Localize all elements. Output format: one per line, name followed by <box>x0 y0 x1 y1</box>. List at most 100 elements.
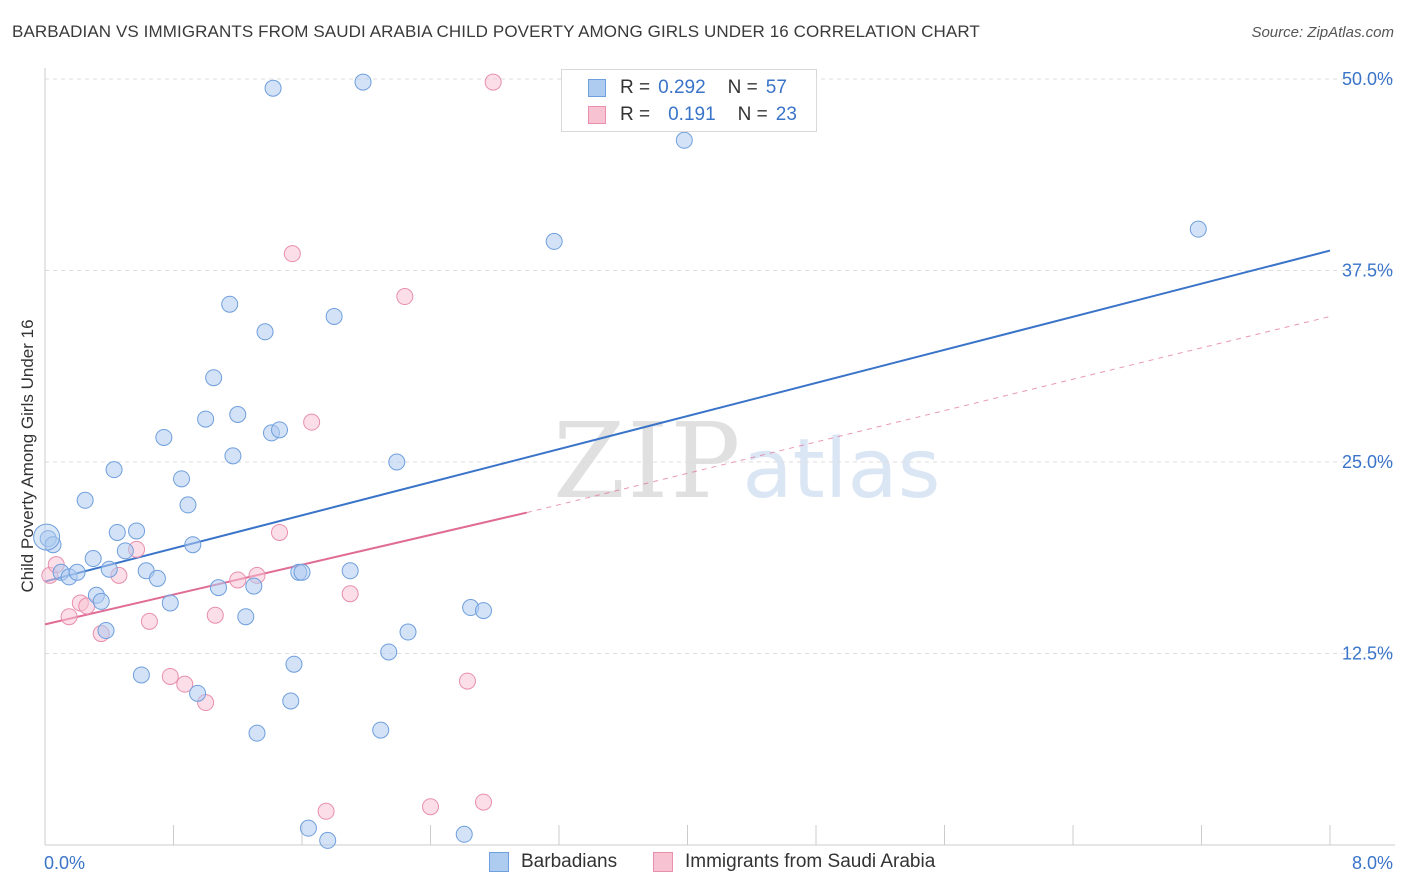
legend-r-value: 0.191 <box>668 104 716 125</box>
data-point-barbadian <box>341 562 359 580</box>
trend-line-saudi-extension <box>526 315 1331 514</box>
data-point-barbadian <box>271 421 289 439</box>
data-point-saudi <box>475 793 493 811</box>
data-point-barbadian <box>264 79 282 97</box>
y-tick-label: 12.5% <box>1342 644 1393 664</box>
data-point-barbadian <box>184 536 202 554</box>
data-point-barbadian <box>173 470 191 488</box>
data-point-barbadian <box>148 569 166 587</box>
data-point-barbadian <box>388 453 406 471</box>
data-point-barbadian <box>179 496 197 514</box>
data-point-barbadian <box>372 721 390 739</box>
data-point-barbadian <box>224 447 242 465</box>
data-point-saudi <box>229 571 247 589</box>
data-point-barbadian <box>248 724 266 742</box>
source-credit: Source: ZipAtlas.com <box>1251 24 1394 41</box>
bottom-legend-label: Immigrants from Saudi Arabia <box>685 851 936 872</box>
data-point-saudi <box>161 667 179 685</box>
data-point-barbadian <box>293 563 311 581</box>
data-points <box>33 73 1207 849</box>
legend-n-label: N = <box>727 77 758 98</box>
legend-r-value: 0.292 <box>658 77 706 98</box>
data-point-barbadian <box>205 369 223 387</box>
data-point-barbadian <box>155 428 173 446</box>
legend-n-value: 23 <box>775 104 797 125</box>
data-point-barbadian <box>354 73 372 91</box>
gridlines <box>45 78 1395 654</box>
data-point-saudi <box>271 523 289 541</box>
data-point-barbadian <box>319 831 337 849</box>
data-point-barbadian <box>455 825 473 843</box>
data-point-saudi <box>317 802 335 820</box>
data-point-barbadian <box>197 410 215 428</box>
data-point-barbadian <box>209 579 227 597</box>
data-point-barbadian <box>399 623 417 641</box>
data-point-saudi <box>484 73 502 91</box>
y-axis-label: Child Poverty Among Girls Under 16 <box>18 319 37 593</box>
data-point-barbadian <box>108 523 126 541</box>
trend-line-barbadians <box>44 249 1331 583</box>
data-point-saudi <box>60 608 78 626</box>
bottom-legend-swatch-blue <box>489 852 509 872</box>
data-point-barbadian <box>675 131 693 149</box>
data-point-barbadian <box>100 560 118 578</box>
data-point-barbadian <box>105 461 123 479</box>
data-point-barbadian <box>68 563 86 581</box>
data-point-barbadian <box>189 684 207 702</box>
data-point-saudi <box>396 288 414 306</box>
y-tick-label: 50.0% <box>1342 69 1393 89</box>
data-point-saudi <box>422 798 439 816</box>
legend-swatch-blue <box>588 79 606 97</box>
trend-lines <box>44 249 1331 626</box>
legend-r-label: R = <box>620 104 651 125</box>
bottom-legend-swatch-pink <box>653 852 673 872</box>
data-point-barbadian <box>116 542 134 560</box>
data-point-barbadian <box>128 522 146 540</box>
bottom-legend-label: Barbadians <box>521 851 618 872</box>
data-point-barbadian <box>84 550 102 568</box>
data-point-barbadian <box>76 491 94 509</box>
correlation-legend: R = 0.292 N = 57 R = 0.191 N = 23 <box>561 69 817 132</box>
data-point-barbadian <box>285 655 303 673</box>
y-tick-label: 37.5% <box>1342 261 1393 281</box>
data-point-barbadian <box>92 592 110 610</box>
data-point-barbadian <box>380 643 398 661</box>
data-point-barbadian <box>325 307 343 325</box>
x-tick-label: 0.0% <box>44 853 85 873</box>
watermark-atlas: atlas <box>742 422 941 517</box>
data-point-saudi <box>303 413 321 431</box>
x-tick-label: 8.0% <box>1352 853 1393 873</box>
legend-r-label: R = <box>620 77 651 98</box>
data-point-saudi <box>176 675 194 693</box>
legend-swatch-pink <box>588 106 606 124</box>
trend-line-saudi <box>44 511 528 626</box>
data-point-barbadian <box>229 406 247 424</box>
data-point-barbadian <box>299 819 317 837</box>
data-point-barbadian <box>221 295 239 313</box>
data-point-barbadian <box>33 523 61 551</box>
watermark: ZIPatlas <box>553 400 940 522</box>
data-point-saudi <box>206 606 224 624</box>
tick-labels: 12.5% 25.0% 37.5% 50.0% 0.0% 8.0% <box>44 69 1393 873</box>
legend-n-value: 57 <box>765 77 787 98</box>
y-tick-label: 25.0% <box>1342 452 1393 472</box>
data-point-barbadian <box>161 594 179 612</box>
data-point-barbadian <box>97 622 115 640</box>
data-point-barbadian <box>245 577 263 595</box>
bottom-legend-barbadians: Barbadians <box>489 851 617 873</box>
legend-row-saudi: R = 0.191 N = 23 <box>588 102 797 128</box>
bottom-legend-saudi: Immigrants from Saudi Arabia <box>653 851 935 873</box>
data-point-saudi <box>283 245 301 263</box>
data-point-barbadian <box>237 608 255 626</box>
data-point-barbadian <box>256 323 274 341</box>
data-point-saudi <box>140 612 158 630</box>
legend-row-barbadians: R = 0.292 N = 57 <box>588 75 787 101</box>
data-point-barbadian <box>475 602 493 620</box>
data-point-barbadian <box>282 692 300 710</box>
data-point-saudi <box>458 672 476 690</box>
data-point-barbadian <box>545 232 563 250</box>
data-point-saudi <box>341 585 359 603</box>
chart-title: BARBADIAN VS IMMIGRANTS FROM SAUDI ARABI… <box>12 22 980 41</box>
data-point-barbadian <box>44 536 62 554</box>
